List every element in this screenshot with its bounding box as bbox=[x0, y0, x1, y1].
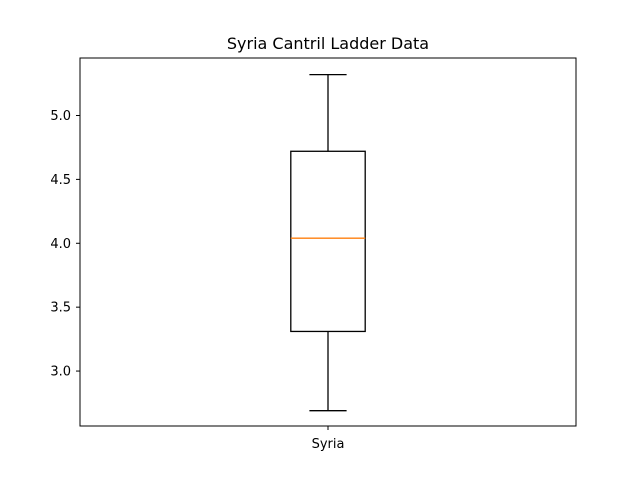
plot-area: Syria 3.0 3.5 4.0 4.5 5.0 bbox=[50, 57, 577, 452]
y-tick-label: 3.5 bbox=[50, 301, 71, 316]
y-tick-label: 3.0 bbox=[50, 365, 71, 380]
chart-title: Syria Cantril Ladder Data bbox=[227, 34, 429, 53]
y-tick-label: 4.5 bbox=[50, 173, 71, 188]
axes-frame bbox=[79, 57, 577, 427]
y-tick-label: 4.0 bbox=[50, 237, 71, 252]
y-tick-label: 5.0 bbox=[50, 109, 71, 124]
box-iqr bbox=[290, 150, 366, 333]
x-tick-label: Syria bbox=[312, 437, 345, 452]
